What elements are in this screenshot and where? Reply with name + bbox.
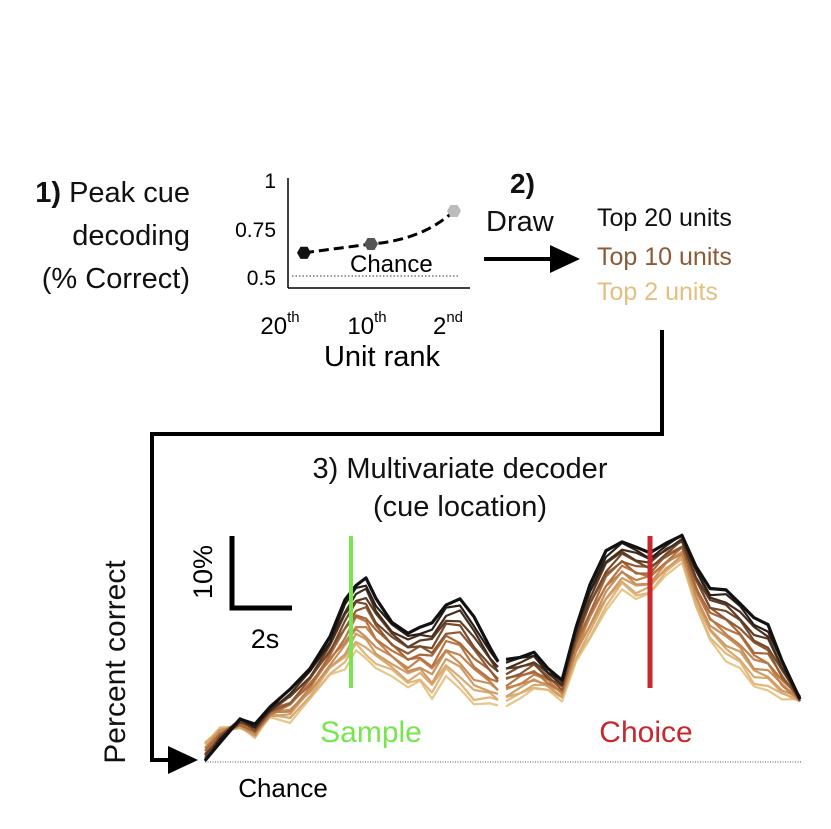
decoder-trace [204, 584, 499, 762]
draw-arrow-icon [484, 245, 580, 273]
scale-bar [229, 536, 292, 611]
step1-label: 1) Peak cue decoding (% Correct) [0, 172, 190, 301]
step1-line-1: 1) Peak cue [35, 177, 190, 209]
inset-chance-label: Chance [350, 251, 433, 278]
decoder-trace [204, 642, 499, 746]
inset-x-tick-20th: 20th [260, 309, 299, 340]
step3-title: 3) Multivariate decoder (cue location) [240, 450, 680, 526]
legend-top2: Top 2 units [597, 278, 718, 306]
inset-points [297, 204, 461, 259]
step3-title-line1: 3) Multivariate decoder [312, 453, 608, 485]
inset-point-10th [364, 237, 378, 251]
legend-top10: Top 10 units [597, 243, 732, 271]
step2-draw-label: Draw [486, 206, 554, 238]
inset-y-tick-1: 1 [264, 170, 276, 193]
sample-label: Sample [320, 716, 422, 749]
inset-chart: 1 0.75 0.5 Chance 20th 10th 2nd Unit ran… [235, 170, 470, 373]
inset-y-tick-075: 0.75 [235, 219, 276, 242]
decoder-trace [204, 615, 499, 755]
inset-x-tick-2nd: 2nd [433, 309, 463, 340]
decoder-trace [204, 600, 499, 759]
step1-number: 1) [35, 177, 62, 209]
step1-line-3: (% Correct) [41, 263, 190, 295]
step3-title-line2: (cue location) [372, 491, 548, 523]
inset-x-tick-10th: 10th [347, 309, 386, 340]
inset-x-label: Unit rank [324, 341, 441, 373]
inset-y-tick-05: 0.5 [247, 267, 276, 290]
scale-bar-x-label: 2s [251, 624, 280, 654]
legend-top20: Top 20 units [597, 204, 732, 232]
main-chance-label: Chance [238, 773, 328, 803]
traces-sample-epoch [203, 576, 500, 762]
scale-bar-y-label: 10% [188, 545, 218, 599]
inset-point-2nd [447, 204, 461, 218]
step1-line-2: decoding [72, 220, 190, 252]
step2-number: 2) [510, 168, 535, 199]
choice-label: Choice [599, 716, 692, 749]
inset-point-20th [297, 246, 311, 259]
decoder-trace [203, 576, 500, 762]
traces-choice-epoch [505, 533, 802, 708]
